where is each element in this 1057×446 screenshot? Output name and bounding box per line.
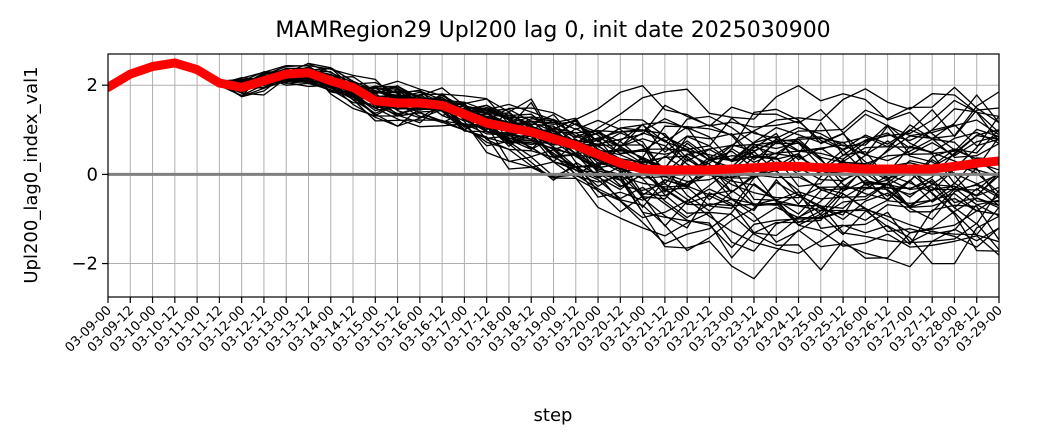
x-axis-ticks: 03-09-0003-09-1203-10-0003-10-1203-11-00…	[62, 297, 1006, 356]
y-tick-label: 0	[87, 164, 98, 185]
chart-title: MAMRegion29 Upl200 lag 0, init date 2025…	[275, 18, 830, 43]
x-axis-label: step	[534, 405, 573, 426]
y-tick-label: 2	[87, 75, 98, 96]
ensemble-mean-line	[108, 58, 999, 175]
y-axis-ticks: −2 0 2	[71, 75, 108, 275]
y-tick-label: −2	[71, 254, 98, 275]
ensemble-member-line	[108, 62, 999, 280]
ensemble-mean-line	[108, 58, 999, 175]
y-axis-label: Upl200_lag0_index_val1	[21, 66, 42, 283]
